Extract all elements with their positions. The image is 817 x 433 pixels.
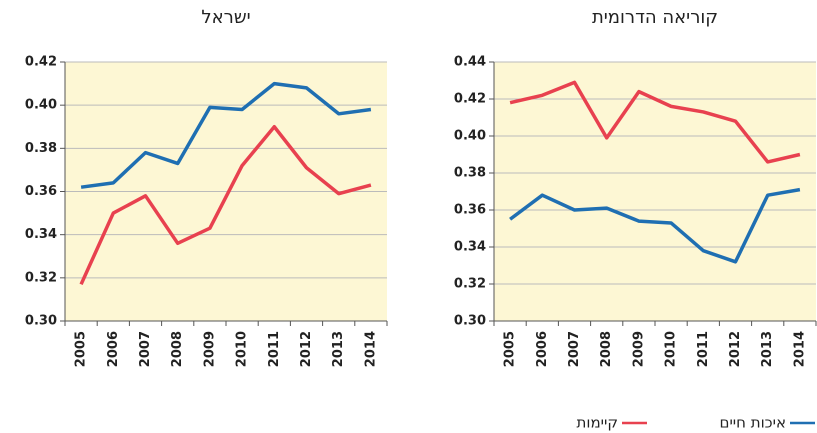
chart-title: קוריאה הדרומית	[592, 7, 718, 28]
y-tick-label: 0.30	[454, 314, 486, 329]
x-tick-label: 2010	[235, 331, 250, 367]
y-tick-label: 0.36	[25, 184, 57, 199]
series-line	[509, 187, 801, 264]
x-tick-label: 2007	[567, 331, 582, 367]
x-tick-label: 2012	[728, 331, 743, 367]
x-tick-label: 2011	[267, 331, 282, 367]
y-tick-label: 0.38	[454, 166, 486, 181]
y-tick-label: 0.40	[25, 98, 57, 113]
x-tick-label: 2009	[202, 331, 217, 367]
series-line	[80, 81, 372, 189]
x-tick-label: 2009	[631, 331, 646, 367]
series-line	[509, 80, 801, 164]
chart-title: ישראל	[201, 7, 250, 28]
y-tick-label: 0.40	[454, 129, 486, 144]
x-tick-label: 2013	[331, 331, 346, 367]
y-tick-label: 0.38	[25, 141, 57, 156]
x-tick-label: 2014	[792, 331, 807, 367]
y-tick-label: 0.42	[454, 92, 486, 107]
y-tick-label: 0.32	[454, 277, 486, 292]
x-tick-label: 2010	[664, 331, 679, 367]
x-tick-label: 2013	[760, 331, 775, 367]
x-tick-label: 2011	[696, 331, 711, 367]
x-tick-label: 2012	[299, 331, 314, 367]
series-line	[79, 125, 372, 286]
y-tick-label: 0.30	[25, 314, 57, 329]
x-tick-label: 2007	[138, 331, 153, 367]
x-tick-label: 2006	[535, 331, 550, 367]
legend-label: איכות חיים	[720, 414, 787, 432]
y-tick-label: 0.36	[454, 203, 486, 218]
plot-area	[494, 62, 816, 321]
x-tick-label: 2005	[74, 331, 89, 367]
x-tick-label: 2008	[599, 331, 614, 367]
x-tick-label: 2006	[106, 331, 121, 367]
x-tick-label: 2008	[170, 331, 185, 367]
y-tick-label: 0.34	[454, 240, 486, 255]
legend-label: קיימות	[577, 414, 618, 432]
y-tick-label: 0.42	[25, 55, 57, 70]
y-tick-label: 0.44	[454, 55, 486, 70]
y-tick-label: 0.32	[25, 270, 57, 285]
y-tick-label: 0.34	[25, 227, 57, 242]
x-tick-label: 2014	[363, 331, 378, 367]
x-tick-label: 2005	[503, 331, 518, 367]
